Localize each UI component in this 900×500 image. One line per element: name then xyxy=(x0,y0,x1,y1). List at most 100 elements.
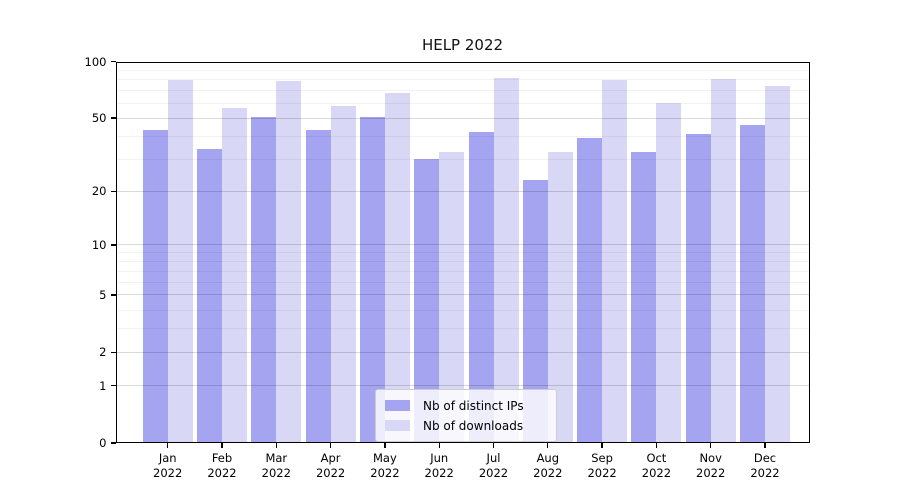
x-tick-month: Nov xyxy=(699,451,722,465)
bar-distinct-ips-mar xyxy=(251,116,277,443)
bar-downloads-may xyxy=(384,93,410,443)
y-tick-label-2: 2 xyxy=(99,345,107,360)
bar-downloads-sep xyxy=(602,79,628,443)
x-tick-month: Oct xyxy=(646,451,667,465)
x-tick-mark-sep xyxy=(601,443,603,448)
bar-downloads-feb xyxy=(222,107,247,443)
y-tick-mark-10 xyxy=(110,244,116,246)
y-tick-mark-20 xyxy=(110,190,116,193)
chart-title: HELP 2022 xyxy=(421,36,504,54)
gridline-major-2 xyxy=(115,351,810,353)
legend-label-distinct-ips: Nb of distinct IPs xyxy=(423,398,524,413)
y-tick-label-0: 0 xyxy=(99,436,107,450)
x-tick-year: 2022 xyxy=(750,466,780,480)
legend-label-downloads: Nb of downloads xyxy=(423,418,524,433)
gridline-major-10 xyxy=(115,244,810,246)
bar-distinct-ips-oct xyxy=(631,151,657,443)
x-tick-label-jan: Jan 2022 xyxy=(138,451,198,481)
x-tick-month: Feb xyxy=(211,451,233,465)
x-tick-mark-oct xyxy=(655,443,658,448)
x-tick-year: 2022 xyxy=(370,466,400,480)
x-tick-label-may: May 2022 xyxy=(355,451,415,481)
legend-swatch-downloads xyxy=(385,420,410,431)
x-tick-label-sep: Sep 2022 xyxy=(572,451,632,481)
bar-downloads-oct xyxy=(656,103,682,443)
gridline-major-5 xyxy=(115,294,810,296)
y-tick-mark-50 xyxy=(110,117,116,119)
x-tick-year: 2022 xyxy=(153,466,183,480)
x-tick-month: Sep xyxy=(591,451,613,465)
gridline-minor-4 xyxy=(115,309,810,311)
x-tick-year: 2022 xyxy=(315,466,346,480)
x-tick-mark-feb xyxy=(221,443,223,448)
y-tick-mark-0 xyxy=(110,442,116,444)
y-tick-mark-2 xyxy=(110,351,116,353)
y-tick-mark-5 xyxy=(110,294,116,296)
x-tick-label-nov: Nov 2022 xyxy=(681,451,741,481)
gridline-minor-7 xyxy=(115,270,810,272)
x-tick-mark-jun xyxy=(438,443,440,448)
y-tick-mark-100 xyxy=(110,61,116,63)
x-tick-month: Dec xyxy=(753,451,777,465)
x-tick-mark-jan xyxy=(167,443,169,448)
y-tick-mark-1 xyxy=(110,385,116,387)
x-tick-mark-mar xyxy=(275,443,277,448)
x-tick-year: 2022 xyxy=(478,466,509,480)
bar-downloads-jan xyxy=(167,79,193,443)
x-tick-mark-aug xyxy=(547,443,549,448)
x-tick-label-jul: Jul 2022 xyxy=(464,451,524,481)
gridline-minor-70 xyxy=(115,90,810,92)
gridline-minor-8 xyxy=(115,260,810,262)
legend-item-downloads: Nb of downloads xyxy=(385,417,546,434)
x-tick-label-apr: Apr 2022 xyxy=(301,451,361,481)
x-tick-month: Jul xyxy=(486,451,501,465)
x-tick-month: Apr xyxy=(320,451,341,465)
x-tick-mark-dec xyxy=(764,443,766,448)
x-tick-month: Jan xyxy=(158,451,177,465)
gridline-minor-9 xyxy=(115,252,810,254)
bar-distinct-ips-sep xyxy=(577,138,603,443)
x-tick-label-aug: Aug 2022 xyxy=(518,451,578,481)
bar-downloads-mar xyxy=(276,80,302,443)
x-tick-year: 2022 xyxy=(424,466,454,480)
gridline-major-50 xyxy=(115,117,810,119)
y-tick-label-1: 1 xyxy=(99,378,107,393)
x-tick-month: Mar xyxy=(265,451,288,465)
x-tick-label-feb: Feb 2022 xyxy=(192,451,252,481)
x-tick-year: 2022 xyxy=(696,466,726,480)
x-tick-mark-nov xyxy=(710,443,712,448)
x-tick-mark-apr xyxy=(329,443,332,448)
bar-distinct-ips-dec xyxy=(740,124,765,443)
gridline-major-1 xyxy=(115,385,810,387)
bar-distinct-ips-jan xyxy=(142,130,168,443)
legend-item-distinct-ips: Nb of distinct IPs xyxy=(385,397,546,414)
x-tick-label-dec: Dec 2022 xyxy=(735,451,795,481)
gridline-minor-3 xyxy=(115,327,810,329)
x-tick-mark-jul xyxy=(492,443,495,448)
x-tick-label-mar: Mar 2022 xyxy=(246,451,306,481)
bar-downloads-nov xyxy=(710,78,736,443)
x-tick-year: 2022 xyxy=(587,466,617,480)
legend: Nb of distinct IPs Nb of downloads xyxy=(375,389,557,442)
bar-downloads-dec xyxy=(765,86,790,443)
x-tick-month: Aug xyxy=(536,451,560,465)
bar-downloads-jul xyxy=(493,77,519,443)
y-tick-label-100: 100 xyxy=(84,54,107,69)
y-tick-label-20: 20 xyxy=(91,184,107,199)
x-tick-mark-may xyxy=(384,443,386,448)
y-tick-label-5: 5 xyxy=(99,287,107,302)
y-tick-label-10: 10 xyxy=(91,237,107,252)
bar-downloads-apr xyxy=(330,106,356,443)
bar-distinct-ips-apr xyxy=(305,130,331,443)
x-tick-year: 2022 xyxy=(641,466,672,480)
x-tick-year: 2022 xyxy=(207,466,237,480)
bar-distinct-ips-nov xyxy=(685,134,711,443)
gridline-minor-80 xyxy=(115,79,810,81)
x-tick-year: 2022 xyxy=(261,466,291,480)
gridline-minor-30 xyxy=(115,158,810,160)
x-tick-year: 2022 xyxy=(533,466,563,480)
x-tick-label-jun: Jun 2022 xyxy=(409,451,469,481)
bar-distinct-ips-feb xyxy=(197,149,222,443)
legend-swatch-distinct-ips xyxy=(385,400,410,411)
